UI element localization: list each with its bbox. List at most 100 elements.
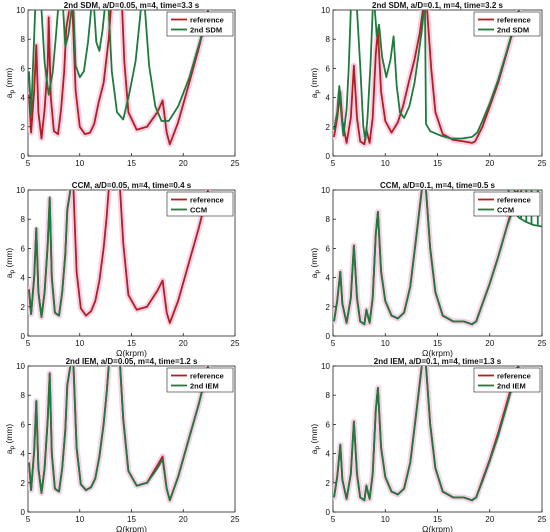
legend-box <box>473 367 541 393</box>
x-tick-label: 10 <box>381 159 390 168</box>
x-tick-label: 10 <box>381 515 390 524</box>
x-tick-label: 20 <box>485 339 494 348</box>
series-line-method <box>28 10 37 116</box>
x-tick-label: 25 <box>231 515 240 524</box>
chart-panel-3: 5 10 15 20 25 0 2 4 6 8 10 CCM, a/D=0.05, m=4, time… <box>4 181 240 358</box>
chart-title: CCM, a/D=0.05, m=4, time=0.4 s <box>72 181 192 190</box>
y-tick-label: 6 <box>21 420 26 429</box>
x-tick-label: 15 <box>127 339 136 348</box>
chart-panel-2: 5 10 15 20 25 0 2 4 6 8 10 2nd SDM, a/D=0.1, m=4, t… <box>309 1 547 168</box>
x-tick-label: 5 <box>26 159 31 168</box>
series-line-reference <box>28 10 71 140</box>
series-group <box>333 10 522 148</box>
x-axis-label: Ω(krpm) <box>422 348 453 358</box>
y-tick-label: 10 <box>321 6 330 15</box>
chart-title: 2nd SDM, a/D=0.1, m=4, time=3.2 s <box>372 1 504 10</box>
legend-label: 2nd SDM <box>497 26 529 35</box>
series-line-method <box>333 10 352 137</box>
x-tick-label: 20 <box>179 159 188 168</box>
series-group <box>333 190 542 328</box>
chart-title: CCM, a/D=0.1, m=4, time=0.5 s <box>380 181 495 190</box>
y-tick-label: 4 <box>326 94 331 103</box>
series-group <box>28 10 212 148</box>
series-line-method <box>62 10 73 48</box>
series-line-method <box>93 10 106 52</box>
y-tick-label: 0 <box>21 508 26 517</box>
y-tick-label: 4 <box>21 274 26 283</box>
y-axis-label: ap (mm) <box>4 424 16 455</box>
chart-panel-4: 5 10 15 20 25 0 2 4 6 8 10 CCM, a/D=0.1, m=4, time=… <box>309 181 547 358</box>
y-tick-label: 6 <box>21 64 26 73</box>
x-axis-label: Ω(krpm) <box>116 348 147 358</box>
chart-title: 2nd IEM, a/D=0.1, m=4, time=1.3 s <box>374 357 502 366</box>
legend-label: CCM <box>190 206 207 215</box>
legend-box <box>166 11 234 37</box>
series-line-method <box>424 10 520 140</box>
legend-box <box>473 191 541 217</box>
y-tick-label: 8 <box>21 215 26 224</box>
series-line-reference <box>333 10 424 146</box>
y-tick-label: 10 <box>321 362 330 371</box>
y-tick-label: 6 <box>326 64 331 73</box>
x-tick-label: 15 <box>127 159 136 168</box>
x-tick-label: 25 <box>538 159 547 168</box>
y-tick-label: 4 <box>326 450 331 459</box>
series-line-method <box>28 366 72 494</box>
series-group <box>28 190 212 326</box>
y-tick-label: 6 <box>21 244 26 253</box>
y-tick-label: 4 <box>326 274 331 283</box>
legend-label: CCM <box>497 206 514 215</box>
x-tick-label: 25 <box>231 159 240 168</box>
chart-panel-6: 5 10 15 20 25 0 2 4 6 8 10 2nd IEM, a/D=0.1, m=4, t… <box>309 357 547 532</box>
x-tick-label: 15 <box>433 515 442 524</box>
y-tick-label: 2 <box>326 479 331 488</box>
x-tick-label: 5 <box>26 515 31 524</box>
y-tick-label: 10 <box>16 362 25 371</box>
legend-label: 2nd SDM <box>190 26 222 35</box>
legend-label: reference <box>497 372 531 381</box>
legend-box <box>166 367 234 393</box>
x-tick-label: 10 <box>381 339 390 348</box>
series-line-method <box>333 366 423 502</box>
series-line-reference <box>71 10 112 135</box>
y-axis-label: ap (mm) <box>309 68 321 99</box>
x-tick-label: 10 <box>75 339 84 348</box>
series-line-method <box>107 10 142 121</box>
legend-box <box>166 191 234 217</box>
x-tick-label: 20 <box>179 339 188 348</box>
x-tick-label: 15 <box>433 159 442 168</box>
y-axis-label: ap (mm) <box>309 424 321 455</box>
x-tick-label: 5 <box>26 339 31 348</box>
x-tick-label: 5 <box>331 159 336 168</box>
series-line-reference <box>72 190 110 317</box>
y-tick-label: 0 <box>21 332 26 341</box>
x-tick-label: 25 <box>538 339 547 348</box>
legend-label: reference <box>190 16 224 25</box>
legend-label: reference <box>497 196 531 205</box>
series-line-reference <box>119 190 209 324</box>
chart-title: 2nd IEM, a/D=0.05, m=4, time=1.2 s <box>66 357 198 366</box>
chart-panel-5: 5 10 15 20 25 0 2 4 6 8 10 2nd IEM, a/D=0.05, m=4, … <box>4 357 240 532</box>
y-tick-label: 2 <box>21 479 26 488</box>
y-axis-label: ap (mm) <box>4 68 16 99</box>
series-group <box>28 366 212 504</box>
x-axis-label: Ω(krpm) <box>116 524 147 532</box>
series-line-method <box>356 10 374 141</box>
series-line-method <box>333 190 423 326</box>
legend-label: reference <box>190 372 224 381</box>
series-line-method <box>373 10 425 119</box>
y-tick-label: 2 <box>326 123 331 132</box>
x-tick-label: 20 <box>179 515 188 524</box>
y-tick-label: 8 <box>326 391 331 400</box>
legend-label: 2nd IEM <box>190 382 219 391</box>
y-tick-label: 6 <box>326 244 331 253</box>
y-tick-label: 4 <box>21 94 26 103</box>
y-tick-label: 0 <box>21 152 26 161</box>
legend-label: reference <box>190 196 224 205</box>
x-tick-label: 5 <box>331 515 336 524</box>
y-axis-label: ap (mm) <box>4 248 16 279</box>
